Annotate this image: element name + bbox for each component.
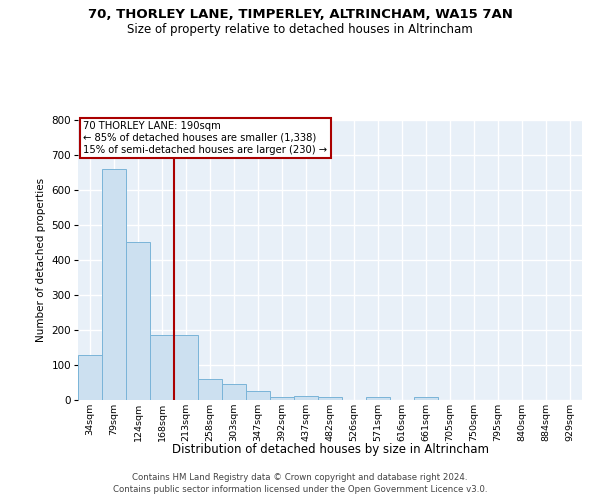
Y-axis label: Number of detached properties: Number of detached properties	[36, 178, 46, 342]
Bar	[222, 384, 246, 400]
Bar	[246, 391, 270, 400]
Bar	[102, 169, 126, 400]
Text: Size of property relative to detached houses in Altrincham: Size of property relative to detached ho…	[127, 22, 473, 36]
Text: Contains public sector information licensed under the Open Government Licence v3: Contains public sector information licen…	[113, 485, 487, 494]
Bar	[174, 335, 198, 400]
Bar	[414, 397, 438, 400]
Bar	[270, 396, 294, 400]
Bar	[150, 335, 174, 400]
Text: 70, THORLEY LANE, TIMPERLEY, ALTRINCHAM, WA15 7AN: 70, THORLEY LANE, TIMPERLEY, ALTRINCHAM,…	[88, 8, 512, 20]
Bar	[318, 397, 342, 400]
Bar	[294, 396, 318, 400]
Bar	[78, 355, 102, 400]
Bar	[366, 397, 390, 400]
Text: Distribution of detached houses by size in Altrincham: Distribution of detached houses by size …	[172, 442, 488, 456]
Text: 70 THORLEY LANE: 190sqm
← 85% of detached houses are smaller (1,338)
15% of semi: 70 THORLEY LANE: 190sqm ← 85% of detache…	[83, 122, 327, 154]
Bar	[198, 379, 222, 400]
Text: Contains HM Land Registry data © Crown copyright and database right 2024.: Contains HM Land Registry data © Crown c…	[132, 472, 468, 482]
Bar	[126, 242, 150, 400]
